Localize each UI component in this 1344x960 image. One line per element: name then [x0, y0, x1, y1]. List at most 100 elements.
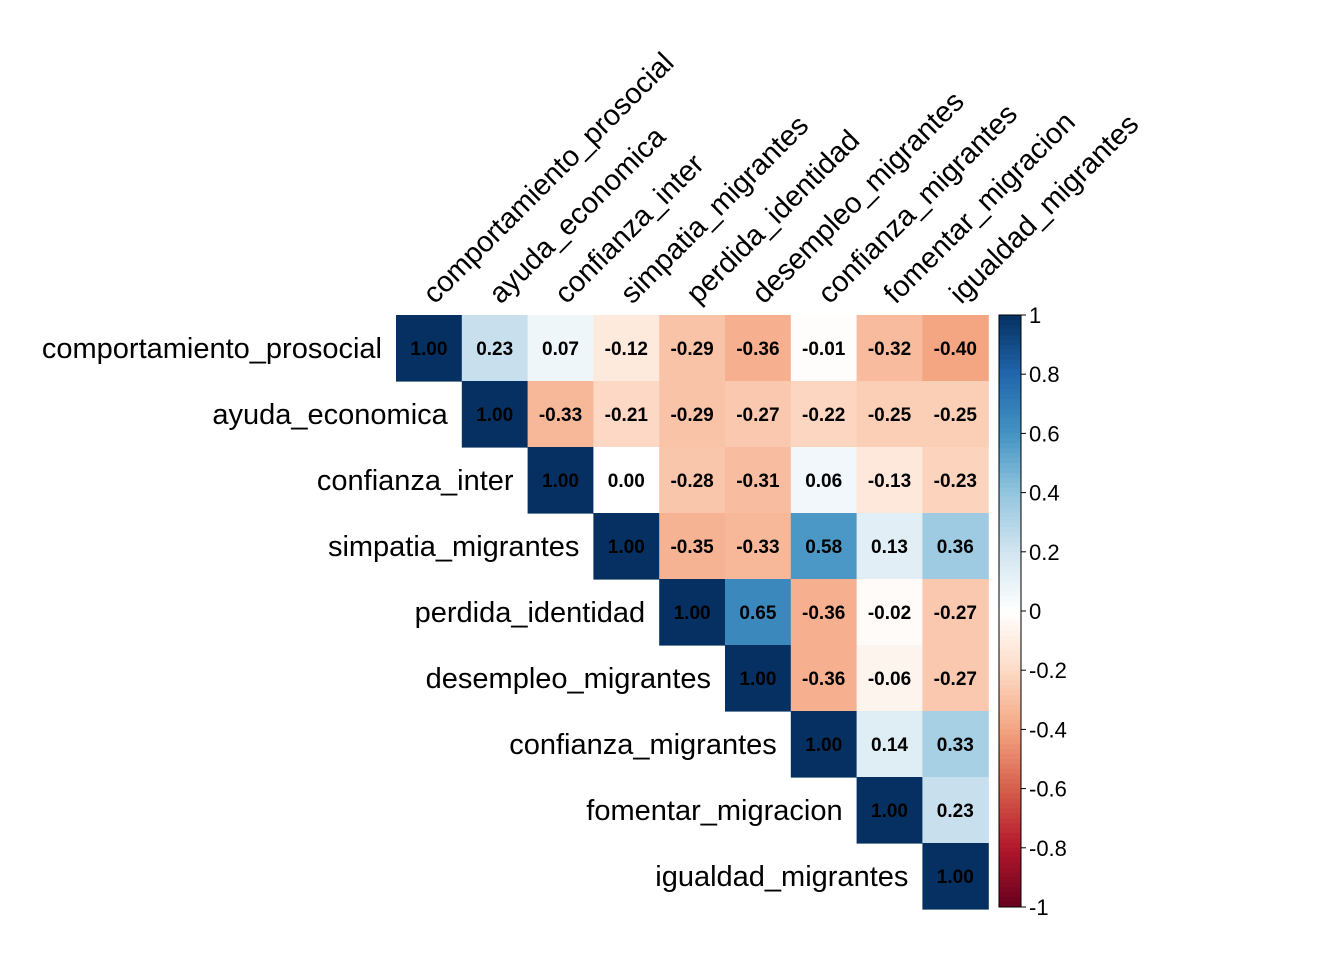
color-legend-segment — [999, 615, 1021, 622]
color-legend-segment — [999, 364, 1021, 370]
cell-confianza_migrantes-igualdad_migrantes — [922, 711, 989, 778]
color-legend-segment — [999, 902, 1021, 908]
cell-value-fomentar_migracion-fomentar_migracion: 1.00 — [871, 801, 908, 822]
color-legend-segment — [999, 852, 1021, 859]
color-legend-segment — [999, 611, 1021, 617]
cell-value-simpatia_migrantes-fomentar_migracion: 0.13 — [871, 537, 908, 558]
cell-ayuda_economica-confianza_inter — [527, 381, 594, 448]
color-legend-segment — [999, 541, 1021, 548]
color-legend-tick-label: 1 — [1029, 303, 1041, 328]
cell-value-ayuda_economica-ayuda_economica: 1.00 — [476, 405, 513, 426]
color-legend-segment — [999, 650, 1021, 656]
cell-value-confianza_inter-confianza_inter: 1.00 — [542, 471, 579, 492]
color-legend-segment — [999, 670, 1021, 676]
cell-comportamiento_prosocial-confianza_migrantes — [790, 315, 858, 382]
cell-perdida_identidad-perdida_identidad — [659, 579, 726, 646]
cell-value-confianza_inter-igualdad_migrantes: -0.23 — [934, 471, 977, 492]
color-legend-segment — [999, 369, 1021, 375]
color-legend-segment — [999, 709, 1021, 716]
cell-value-desempleo_migrantes-igualdad_migrantes: -0.27 — [934, 669, 977, 690]
cell-value-comportamiento_prosocial-desempleo_migrantes: -0.36 — [736, 339, 779, 360]
cell-value-confianza_inter-confianza_migrantes: 0.06 — [805, 471, 842, 492]
color-legend-segment — [999, 842, 1021, 849]
cell-value-desempleo_migrantes-desempleo_migrantes: 1.00 — [739, 669, 776, 690]
cell-perdida_identidad-confianza_migrantes — [790, 579, 858, 646]
row-label-comportamiento_prosocial: comportamiento_prosocial — [42, 333, 382, 365]
cell-perdida_identidad-desempleo_migrantes — [725, 579, 792, 646]
color-legend-segment — [999, 566, 1021, 573]
color-legend-segment — [999, 694, 1021, 701]
color-legend-segment — [999, 428, 1021, 434]
color-legend-segment — [999, 458, 1021, 464]
color-legend-segment — [999, 724, 1021, 730]
color-legend-segment — [999, 828, 1021, 834]
cell-value-perdida_identidad-fomentar_migracion: -0.02 — [868, 603, 911, 624]
color-legend-segment — [999, 837, 1021, 844]
cell-value-confianza_migrantes-confianza_migrantes: 1.00 — [805, 735, 842, 756]
cell-value-ayuda_economica-igualdad_migrantes: -0.25 — [934, 405, 978, 426]
color-legend-tick-label: -0.6 — [1029, 777, 1067, 802]
cell-value-ayuda_economica-simpatia_migrantes: -0.21 — [605, 405, 649, 426]
color-legend-segment — [999, 818, 1021, 824]
color-legend-segment — [999, 882, 1021, 888]
color-legend-segment — [999, 719, 1021, 725]
row-label-ayuda_economica: ayuda_economica — [212, 399, 448, 431]
color-legend-segment — [999, 477, 1021, 484]
color-legend-segment — [999, 601, 1021, 607]
color-legend-segment — [999, 586, 1021, 592]
cell-perdida_identidad-fomentar_migracion — [856, 579, 923, 646]
color-legend-tick-label: 0.2 — [1029, 540, 1060, 565]
color-legend-segment — [999, 778, 1021, 785]
color-legend-segment — [999, 660, 1021, 666]
color-legend-segment — [999, 393, 1021, 400]
color-legend-segment — [999, 714, 1021, 721]
color-legend-segment — [999, 423, 1021, 429]
color-legend-segment — [999, 463, 1021, 469]
color-legend-segment — [999, 433, 1021, 439]
color-legend-segment — [999, 448, 1021, 454]
cell-value-ayuda_economica-fomentar_migracion: -0.25 — [868, 405, 912, 426]
cell-value-desempleo_migrantes-fomentar_migracion: -0.06 — [868, 669, 911, 690]
color-legend-segment — [999, 630, 1021, 637]
color-legend-segment — [999, 823, 1021, 829]
color-legend-segment — [999, 773, 1021, 780]
color-legend-segment — [999, 749, 1021, 755]
color-legend-segment — [999, 517, 1021, 523]
cell-simpatia_migrantes-desempleo_migrantes — [725, 513, 792, 580]
color-legend-segment — [999, 813, 1021, 819]
color-legend-segment — [999, 403, 1021, 410]
color-legend-segment — [999, 887, 1021, 893]
color-legend-segment — [999, 571, 1021, 577]
cell-ayuda_economica-fomentar_migracion — [856, 381, 923, 448]
color-legend-segment — [999, 685, 1021, 691]
cell-value-comportamiento_prosocial-ayuda_economica: 0.23 — [476, 339, 513, 360]
cell-desempleo_migrantes-igualdad_migrantes — [922, 645, 989, 712]
color-legend-segment — [999, 862, 1021, 869]
color-legend-segment — [999, 487, 1021, 494]
color-legend-segment — [999, 379, 1021, 385]
color-legend-tick-label: 0.8 — [1029, 362, 1060, 387]
cell-comportamiento_prosocial-confianza_inter — [527, 315, 594, 382]
cell-confianza_inter-confianza_migrantes — [790, 447, 858, 514]
color-legend-segment — [999, 561, 1021, 568]
color-legend-segment — [999, 620, 1021, 627]
cell-value-confianza_inter-perdida_identidad: -0.28 — [670, 471, 713, 492]
cell-simpatia_migrantes-fomentar_migracion — [856, 513, 923, 580]
row-label-confianza_migrantes: confianza_migrantes — [509, 729, 777, 761]
color-legend-segment — [999, 349, 1021, 355]
cell-value-confianza_inter-desempleo_migrantes: -0.31 — [736, 471, 780, 492]
row-label-confianza_inter: confianza_inter — [317, 465, 514, 497]
cell-ayuda_economica-perdida_identidad — [659, 381, 726, 448]
color-legend-segment — [999, 591, 1021, 597]
cell-value-ayuda_economica-desempleo_migrantes: -0.27 — [736, 405, 779, 426]
color-legend-segment — [999, 803, 1021, 809]
color-legend-segment — [999, 339, 1021, 346]
color-legend-segment — [999, 482, 1021, 489]
cell-value-confianza_inter-fomentar_migracion: -0.13 — [868, 471, 911, 492]
color-legend-segment — [999, 897, 1021, 903]
color-legend-tick-label: 0.6 — [1029, 421, 1060, 446]
color-legend-segment — [999, 551, 1021, 558]
cell-value-perdida_identidad-igualdad_migrantes: -0.27 — [934, 603, 977, 624]
cell-desempleo_migrantes-desempleo_migrantes — [725, 645, 792, 712]
